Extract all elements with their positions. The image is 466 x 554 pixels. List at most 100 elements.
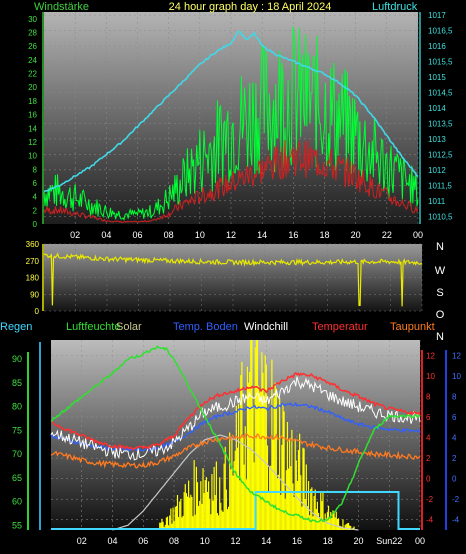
humidity-tick-label: 60 bbox=[12, 497, 22, 507]
humidity-tick-label: 85 bbox=[12, 378, 22, 388]
temperature-tick-label: 8 bbox=[426, 392, 431, 401]
wind-tick-label: 14 bbox=[28, 124, 37, 133]
wind-pressure-grid bbox=[44, 12, 419, 224]
pressure-tick-label: 1014 bbox=[428, 104, 446, 113]
wind-direction-series bbox=[43, 252, 423, 307]
compass-label: S bbox=[436, 287, 443, 299]
wind-tick-label: 28 bbox=[28, 29, 37, 38]
temperature-humidity-panel: 02 04 06 08 10 12 14 16 18 20 Sun22 005560657075808… bbox=[0, 321, 461, 546]
temperature-tick-label: 6 bbox=[426, 413, 431, 422]
x-tick-label: 18 bbox=[319, 230, 329, 240]
temp-x-tick-label: 18 bbox=[323, 536, 333, 546]
temperature-tick-label: 12 bbox=[426, 351, 435, 360]
temp-x-tick-label: 20 bbox=[353, 536, 363, 546]
pressure-tick-label: 1016,5 bbox=[428, 27, 453, 36]
direction-tick-label: 90 bbox=[30, 290, 39, 299]
pressure-tick-label: 1015 bbox=[428, 73, 446, 82]
x-tick-label: 20 bbox=[351, 230, 361, 240]
temp-x-tick-label: 16 bbox=[292, 536, 302, 546]
humidity-line bbox=[50, 345, 421, 523]
x-tick-label: 06 bbox=[132, 230, 142, 240]
chart-title: 24 hour graph day : 18 April 2024 bbox=[169, 1, 332, 13]
temp-x-tick-label: 14 bbox=[261, 536, 271, 546]
humidity-tick-label: 55 bbox=[12, 520, 22, 530]
wind-tick-label: 12 bbox=[28, 138, 37, 147]
compass-label: O bbox=[436, 309, 445, 321]
wind-tick-label: 6 bbox=[33, 179, 38, 188]
wind-tick-label: 18 bbox=[28, 97, 37, 106]
x-tick-label: 04 bbox=[101, 230, 111, 240]
temp-x-tick-label: 10 bbox=[200, 536, 210, 546]
temp-x-tick-label: 06 bbox=[138, 536, 148, 546]
pressure-tick-label: 1016 bbox=[428, 42, 446, 51]
pressure-tick-label: 1015,5 bbox=[428, 58, 453, 67]
compass-label: W bbox=[435, 265, 446, 277]
wind-direction-line bbox=[43, 252, 423, 307]
humidity-tick-label: 70 bbox=[12, 449, 22, 459]
temp-x-tick-label: 08 bbox=[169, 536, 179, 546]
wind-gust-line bbox=[43, 26, 419, 222]
wind-tick-label: 0 bbox=[33, 220, 38, 229]
x-tick-label: 14 bbox=[257, 230, 267, 240]
legend-item: Taupunkt bbox=[390, 321, 435, 333]
legend-item: Solar bbox=[116, 321, 142, 333]
x-tick-label: 02 bbox=[70, 230, 80, 240]
legend-item: Temp. Boden bbox=[173, 321, 238, 333]
compass-label: N bbox=[436, 241, 444, 253]
temp-x-tick-label: Sun22 bbox=[376, 536, 402, 546]
direction-tick-label: 0 bbox=[35, 307, 40, 316]
soil-temp-tick-label: 2 bbox=[452, 454, 457, 463]
pressure-tick-label: 1013,5 bbox=[428, 119, 453, 128]
soil-temp-tick-label: -2 bbox=[452, 495, 460, 504]
x-tick-label: 08 bbox=[164, 230, 174, 240]
wind-tick-label: 26 bbox=[28, 42, 37, 51]
compass-label: N bbox=[436, 331, 444, 343]
wind-tick-label: 10 bbox=[28, 152, 37, 161]
pressure-tick-label: 1011,5 bbox=[428, 181, 452, 190]
humidity-tick-label: 65 bbox=[12, 473, 22, 483]
pressure-axis-label: Luftdruck bbox=[372, 1, 418, 13]
legend-item: Windchill bbox=[244, 321, 288, 333]
wind-tick-label: 24 bbox=[28, 56, 37, 65]
legend-item: Luftfeuchte bbox=[66, 321, 120, 333]
x-tick-label: 00 bbox=[413, 230, 423, 240]
temp-x-tick-label: 12 bbox=[230, 536, 240, 546]
soil-temp-tick-label: 10 bbox=[452, 372, 461, 381]
temp-x-tick-label: 02 bbox=[77, 536, 87, 546]
temperature-series bbox=[50, 340, 421, 531]
wind-tick-label: 16 bbox=[28, 111, 37, 120]
temperature-tick-label: 4 bbox=[426, 434, 431, 443]
temperature-tick-label: 0 bbox=[426, 475, 431, 484]
direction-tick-label: 180 bbox=[26, 274, 40, 283]
temperature-tick-label: -4 bbox=[426, 516, 434, 525]
humidity-tick-label: 80 bbox=[12, 402, 22, 412]
temp-x-tick-label: 00 bbox=[415, 536, 425, 546]
soil-temp-tick-label: 12 bbox=[452, 351, 461, 360]
wind-tick-label: 22 bbox=[28, 70, 37, 79]
pressure-tick-label: 1012 bbox=[428, 166, 446, 175]
humidity-tick-label: 75 bbox=[12, 425, 22, 435]
temperature-ticks: 02 04 06 08 10 12 14 16 18 20 Sun22 005560657075808… bbox=[12, 342, 461, 546]
legend-item: Regen bbox=[0, 321, 32, 333]
direction-tick-label: 360 bbox=[26, 240, 40, 249]
x-tick-label: 12 bbox=[226, 230, 236, 240]
temperature-line bbox=[50, 372, 421, 451]
wind-pressure-series bbox=[43, 26, 419, 224]
pressure-tick-label: 1014,5 bbox=[428, 88, 453, 97]
pressure-tick-label: 1013 bbox=[428, 135, 446, 144]
humidity-tick-label: 90 bbox=[12, 354, 22, 364]
temperature-tick-label: 2 bbox=[426, 454, 431, 463]
solar-theoretical-line bbox=[112, 434, 359, 531]
x-tick-label: 16 bbox=[288, 230, 298, 240]
pressure-tick-label: 1012,5 bbox=[428, 150, 453, 159]
pressure-tick-label: 1017 bbox=[428, 11, 446, 20]
wind-tick-label: 4 bbox=[33, 193, 38, 202]
wind-tick-label: 2 bbox=[33, 206, 38, 215]
pressure-tick-label: 1010,5 bbox=[428, 212, 453, 221]
soil-temp-tick-label: 0 bbox=[452, 475, 457, 484]
wind-tick-label: 20 bbox=[28, 83, 37, 92]
soil-temp-tick-label: -4 bbox=[452, 516, 460, 525]
legend-item: Temperatur bbox=[312, 321, 368, 333]
